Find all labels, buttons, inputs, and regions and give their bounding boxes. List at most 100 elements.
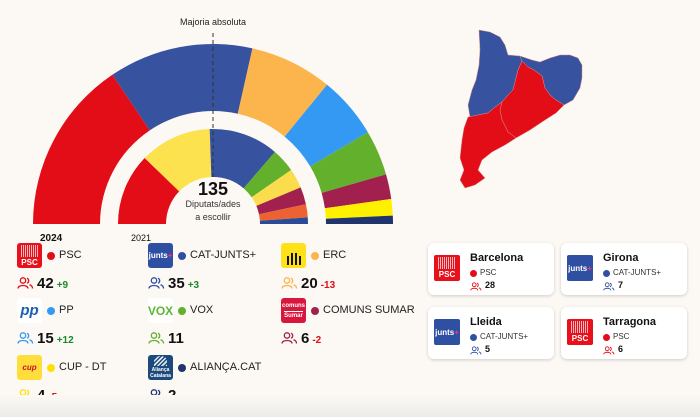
- province-card-lleida[interactable]: junts+ Lleida CAT-JUNTS+ 5: [428, 307, 554, 359]
- party-color-dot: [311, 252, 319, 260]
- party-name: CAT-JUNTS+: [190, 249, 257, 261]
- seat-change: +3: [187, 280, 200, 291]
- catalonia-map[interactable]: [460, 20, 600, 200]
- legend-item[interactable]: VOX VOX 11: [148, 298, 283, 356]
- junts-logo: junts+: [567, 255, 593, 281]
- province-card-barcelona[interactable]: PSC Barcelona PSC 28: [428, 243, 554, 295]
- seat-segment-junts[interactable]: [209, 129, 275, 189]
- province-name: Lleida: [470, 316, 502, 328]
- party-name: ERC: [323, 249, 347, 261]
- seat-segment-comuns-sumar[interactable]: [321, 174, 392, 209]
- people-icon: [470, 345, 482, 355]
- seat-count: 6: [301, 330, 310, 347]
- seat-change: -13: [320, 280, 336, 291]
- party-name: COMUNS SUMAR: [323, 304, 415, 316]
- alianca-catalana-logo: Aliança Catalana: [148, 355, 173, 380]
- party-name: PP: [59, 304, 74, 316]
- winning-party: CAT-JUNTS+: [480, 332, 529, 341]
- party-color-dot: [47, 252, 55, 260]
- people-icon: [603, 345, 615, 355]
- province-seats: 5: [485, 344, 491, 354]
- province-card-girona[interactable]: junts+ Girona CAT-JUNTS+ 7: [561, 243, 687, 295]
- province-card-tarragona[interactable]: PSC Tarragona PSC 6: [561, 307, 687, 359]
- legend-item[interactable]: comuns Sumar COMUNS SUMAR 6 -2: [281, 298, 416, 356]
- seat-segment-cs[interactable]: [258, 204, 308, 221]
- winning-party: PSC: [480, 268, 497, 277]
- total-seats-caption: Diputats/ades a escollir: [185, 199, 241, 222]
- seat-count: 35: [168, 275, 185, 292]
- people-icon: [17, 277, 34, 289]
- seat-change: +9: [56, 280, 69, 291]
- seat-count-row: 11: [148, 330, 184, 347]
- seat-change: -2: [312, 335, 322, 346]
- erc-logo: [281, 243, 306, 268]
- psc-logo: PSC: [17, 243, 42, 268]
- province-name: Tarragona: [603, 316, 656, 328]
- seat-segment-psc[interactable]: [118, 158, 180, 224]
- seat-segment-pp[interactable]: [284, 84, 368, 167]
- province-seats: 7: [618, 280, 624, 290]
- seat-segment-cup-dt[interactable]: [324, 198, 393, 219]
- people-icon: [148, 277, 165, 289]
- people-icon: [603, 281, 615, 291]
- ring-2024: [33, 44, 393, 224]
- majority-label: Majoria absoluta: [179, 17, 247, 27]
- junts-logo: junts+: [434, 319, 460, 345]
- party-name: ALIANÇA.CAT: [190, 361, 262, 373]
- party-color-dot: [47, 307, 55, 315]
- legend-item[interactable]: ERC 20 -13: [281, 243, 416, 301]
- legend-item[interactable]: PSC PSC 42 +9: [17, 243, 152, 301]
- seat-count: 20: [301, 275, 318, 292]
- seat-segment-erc[interactable]: [144, 129, 212, 192]
- seat-segment-vox[interactable]: [243, 151, 292, 198]
- seat-segment-alian-a-cat[interactable]: [325, 215, 393, 224]
- year-label-2021: 2021: [131, 233, 152, 243]
- legend-item[interactable]: junts+ CAT-JUNTS+ 35 +3: [148, 243, 283, 301]
- party-name: CUP - DT: [59, 361, 107, 373]
- province-name: Girona: [603, 252, 639, 264]
- junts-logo: junts+: [148, 243, 173, 268]
- seat-segment-ecp[interactable]: [256, 187, 306, 215]
- party-color-dot: [47, 364, 55, 372]
- legend-item[interactable]: pp PP 15 +12: [17, 298, 152, 356]
- province-name: Barcelona: [470, 252, 524, 264]
- party-color-dot: [178, 252, 186, 260]
- seat-segment-cat-junts-[interactable]: [112, 44, 253, 131]
- bottom-fade: [0, 395, 700, 417]
- year-label-2024: 2024: [40, 233, 63, 244]
- ring-2021: [118, 129, 308, 224]
- people-icon: [470, 281, 482, 291]
- seat-count-row: 42 +9: [17, 275, 68, 292]
- party-color-dot: [603, 334, 610, 341]
- map-region-barcelona[interactable]: [499, 60, 565, 139]
- seat-segment-pp[interactable]: [259, 217, 308, 224]
- seat-segment-cup[interactable]: [251, 169, 301, 206]
- seat-count: 15: [37, 330, 54, 347]
- party-name: VOX: [190, 304, 214, 316]
- people-icon: [281, 332, 298, 344]
- pp-logo: pp: [17, 298, 42, 323]
- party-color-dot: [470, 270, 477, 277]
- seat-count: 42: [37, 275, 54, 292]
- psc-logo: PSC: [434, 255, 460, 281]
- people-icon: [17, 332, 34, 344]
- winning-party: CAT-JUNTS+: [613, 268, 662, 277]
- vox-logo: VOX: [148, 298, 173, 323]
- seat-count-row: 20 -13: [281, 275, 335, 292]
- seat-segment-psc[interactable]: [33, 74, 150, 224]
- psc-logo: PSC: [567, 319, 593, 345]
- party-color-dot: [311, 307, 319, 315]
- cup-logo: cup: [17, 355, 42, 380]
- seat-count-row: 35 +3: [148, 275, 199, 292]
- map-region-tarragona[interactable]: [460, 101, 517, 189]
- seat-segment-vox[interactable]: [310, 132, 387, 193]
- province-seats: 6: [618, 344, 624, 354]
- seat-count-row: 15 +12: [17, 330, 74, 347]
- people-icon: [148, 332, 165, 344]
- party-color-dot: [603, 270, 610, 277]
- comuns-sumar-logo: comuns Sumar: [281, 298, 306, 323]
- party-color-dot: [470, 334, 477, 341]
- people-icon: [281, 277, 298, 289]
- province-seats: 28: [485, 280, 496, 290]
- seat-segment-erc[interactable]: [237, 48, 328, 137]
